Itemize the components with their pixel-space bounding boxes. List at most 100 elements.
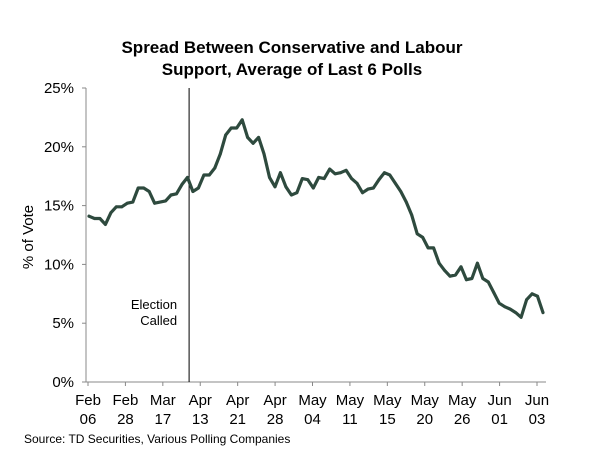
x-tick-label: May [373,392,402,409]
data-point [136,186,140,190]
x-tick-label: 13 [192,411,209,428]
data-point [350,177,353,181]
data-point [383,171,386,175]
data-point [448,274,452,278]
y-axis-label: % of Vote [20,205,37,269]
data-point [186,176,189,179]
x-tick-label: Apr [226,392,249,409]
data-point [218,152,222,156]
x-tick-label: Feb [75,392,101,409]
data-point [410,213,414,217]
data-point [344,168,348,172]
data-point [224,133,228,137]
data-point [273,185,277,189]
source-note: Source: TD Securities, Various Polling C… [24,432,291,446]
data-point [443,268,446,272]
x-tick-label: 01 [491,411,508,428]
data-point [470,277,474,280]
data-point [530,292,534,296]
chart-title-line-2: Support, Average of Last 6 Polls [162,60,422,79]
x-tick-label: Feb [112,392,138,409]
data-point [317,176,321,179]
x-tick-label: Apr [189,392,212,409]
data-point [158,200,162,204]
x-tick-label: 26 [454,411,471,428]
x-tick-label: 28 [267,411,284,428]
data-point [333,172,337,176]
x-tick-labels: Feb 06 Feb 28 Mar 17 Apr 13 Apr 21 Apr 28 May 04 May 11… [75,382,549,428]
data-point [497,301,501,305]
x-tick-label: Jun [525,392,549,409]
data-point [235,126,239,130]
data-point [465,278,468,282]
data-point [142,186,146,190]
x-tick-label: Mar [150,392,176,409]
data-point [459,265,463,269]
data-point [109,211,113,215]
data-point [328,167,332,171]
x-tick-label: 28 [117,411,134,428]
data-point [311,186,315,190]
x-tick-label: Apr [263,392,286,409]
y-tick-label: 10% [44,256,74,273]
y-tick-label: 0% [52,374,74,391]
data-point [519,315,523,319]
data-point [240,118,244,122]
series-line-spread [87,118,545,319]
data-point [388,173,392,177]
x-tick-label: 15 [379,411,396,428]
x-tick-label: 06 [80,411,97,428]
election-annotation-line-1: Election [131,297,177,312]
data-point [229,126,233,130]
data-point [131,200,135,204]
data-point [104,223,107,226]
data-point [290,193,293,197]
data-point [514,311,518,314]
x-tick-label: 11 [342,411,358,428]
data-point [169,193,173,197]
y-tick-label: 15% [44,198,74,215]
data-point [207,173,211,177]
data-point [508,307,512,311]
x-tick-label: 04 [304,411,321,428]
x-tick-label: May [336,392,365,409]
x-tick-label: May [298,392,327,409]
data-point [175,192,178,196]
data-point [120,205,124,209]
data-point [492,291,496,294]
chart-title-line-1: Spread Between Conservative and Labour [121,38,462,57]
data-point [432,246,435,250]
data-point [404,200,408,204]
data-point [251,141,255,145]
data-point [481,277,485,280]
election-annotation-line-2: Called [140,313,177,328]
x-tick-label: 20 [416,411,433,428]
data-point [355,181,359,185]
data-point [284,185,288,189]
x-tick-label: 03 [529,411,546,428]
data-point [361,191,364,195]
data-point [421,236,425,239]
data-point [153,201,157,205]
data-point [93,217,96,220]
y-tick-label: 20% [44,139,74,156]
data-point [306,178,310,182]
data-point [322,177,326,181]
y-tick-label: 5% [52,315,74,332]
data-point [262,152,266,156]
data-point [191,190,195,193]
x-tick-label: 21 [229,411,246,428]
data-point [87,214,91,218]
data-point [366,187,370,191]
data-point [486,280,490,284]
data-point [257,136,260,139]
data-point [246,136,250,139]
data-point [536,294,539,298]
data-point [202,173,206,177]
data-point [164,199,168,203]
data-point [295,191,299,195]
data-point [377,178,381,182]
x-tick-label: May [411,392,440,409]
data-point [213,166,217,170]
data-points [87,118,545,319]
